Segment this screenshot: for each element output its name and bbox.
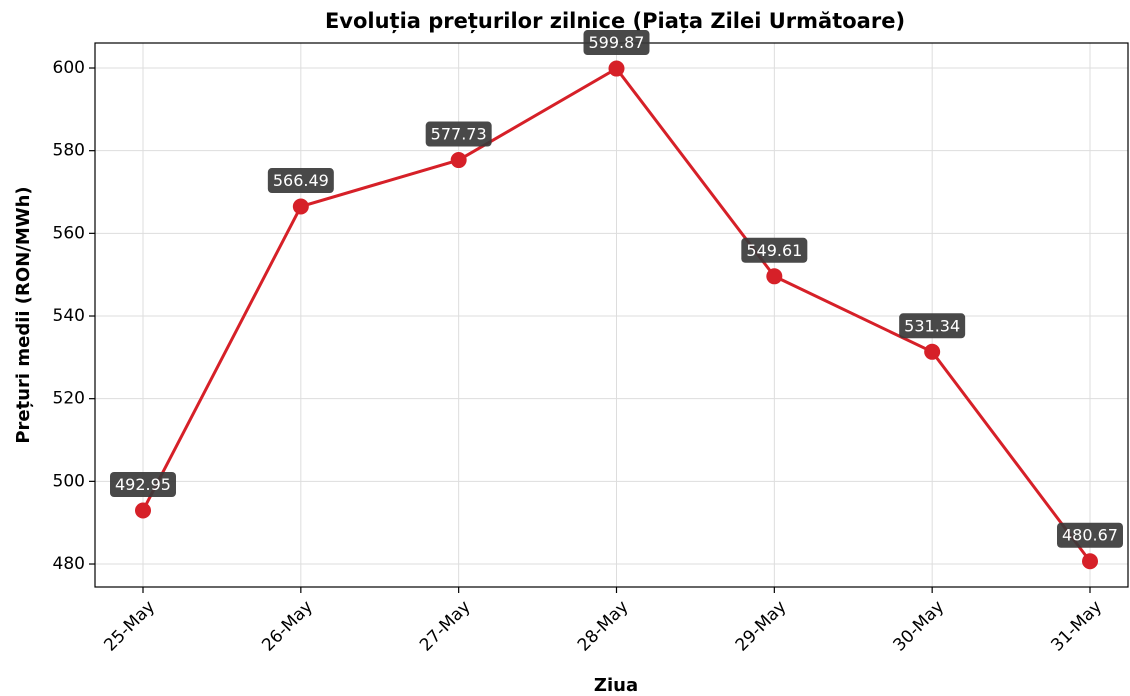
y-tick-label: 520 [53,389,85,409]
value-label-text: 549.61 [746,241,802,260]
value-label-box [899,313,966,339]
chart-title: Evoluția prețurilor zilnice (Piața Zilei… [325,9,905,34]
value-label-box [110,471,176,497]
value-label: 599.87 [583,30,650,56]
y-tick-label: 500 [53,471,85,491]
value-label-box [425,121,492,147]
value-label-text: 577.73 [431,125,487,144]
y-tick-label: 540 [53,306,85,326]
point [450,152,467,169]
x-tick-label: 26-May [258,597,317,656]
value-label: 531.34 [899,313,966,339]
plot-frame [94,42,1129,588]
y-tick-label: 600 [53,58,85,78]
x-tick-label: 28-May [574,597,633,656]
value-label-box [583,30,650,56]
value-label-box [741,237,808,263]
x-tick-label: 27-May [416,597,475,656]
y-tick-label: 580 [53,141,85,161]
value-label: 480.67 [1057,522,1123,548]
point [766,268,783,285]
value-label-text: 492.95 [115,475,171,494]
value-label-box [1057,522,1123,548]
value-label-text: 531.34 [904,316,960,335]
x-tick-label: 29-May [732,597,791,656]
point [135,502,151,519]
value-label: 549.61 [741,237,808,263]
y-axis-label: Prețuri medii (RON/MWh) [13,186,34,443]
value-label: 566.49 [267,168,334,194]
value-label: 492.95 [110,471,176,497]
value-label: 577.73 [425,121,492,147]
point [292,198,309,215]
point [1082,553,1098,570]
value-label-box [267,168,334,194]
value-label-text: 566.49 [273,171,329,190]
x-tick-label: 25-May [100,597,159,656]
y-tick-label: 480 [53,554,85,574]
x-tick-label: 31-May [1047,597,1106,656]
x-tick-label: 30-May [890,597,949,656]
value-label-text: 599.87 [589,33,645,52]
point [924,343,941,360]
y-tick-label: 560 [53,223,85,243]
value-label-text: 480.67 [1062,526,1118,545]
x-axis-label: Ziua [594,675,638,696]
point [608,60,625,77]
